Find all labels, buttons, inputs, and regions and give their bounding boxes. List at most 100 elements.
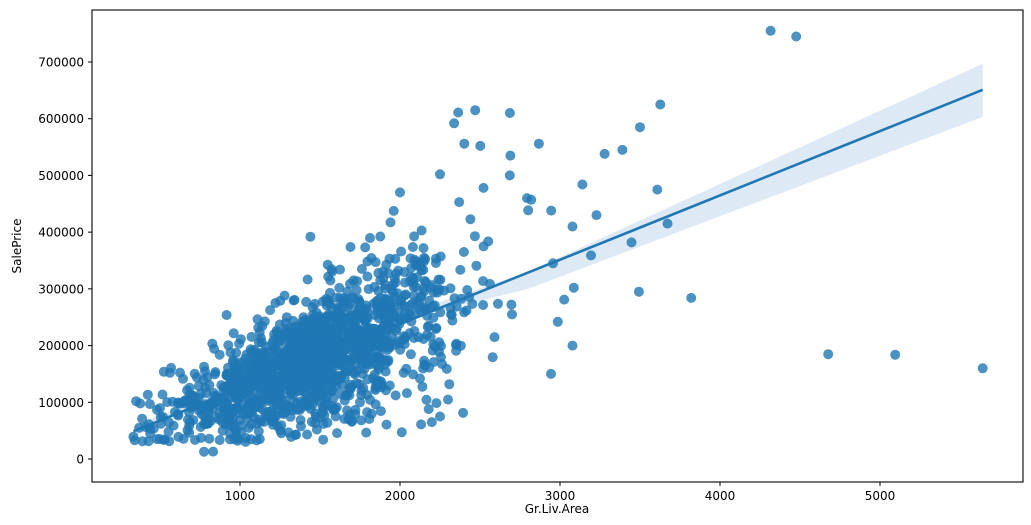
data-point bbox=[385, 217, 396, 228]
data-point bbox=[320, 315, 331, 326]
data-point bbox=[504, 170, 515, 181]
y-tick-label: 200000 bbox=[38, 339, 84, 353]
data-point bbox=[262, 356, 273, 366]
data-point bbox=[390, 390, 401, 401]
data-point bbox=[128, 431, 139, 442]
data-point bbox=[475, 140, 486, 151]
data-point bbox=[458, 247, 469, 257]
data-point bbox=[408, 273, 419, 284]
data-point bbox=[201, 388, 212, 398]
data-point bbox=[310, 418, 321, 429]
data-point bbox=[546, 205, 557, 216]
data-point bbox=[599, 148, 610, 159]
data-point bbox=[443, 394, 453, 405]
data-point bbox=[350, 311, 361, 322]
data-point bbox=[465, 214, 476, 225]
data-point bbox=[245, 399, 256, 409]
data-point bbox=[441, 363, 452, 374]
data-point bbox=[253, 426, 264, 437]
data-point bbox=[418, 256, 429, 267]
data-point bbox=[334, 282, 345, 293]
data-point bbox=[223, 371, 234, 382]
data-point bbox=[416, 291, 427, 301]
data-point bbox=[323, 329, 334, 340]
data-point bbox=[332, 428, 343, 439]
data-point bbox=[633, 286, 644, 297]
data-point bbox=[383, 335, 394, 346]
data-point bbox=[231, 347, 242, 358]
data-point bbox=[363, 284, 374, 295]
data-point bbox=[375, 231, 386, 242]
data-point bbox=[335, 373, 346, 384]
data-point bbox=[228, 328, 239, 339]
data-point bbox=[365, 233, 375, 243]
data-point bbox=[135, 398, 146, 409]
data-point bbox=[366, 253, 377, 263]
x-tick-label: 5000 bbox=[865, 489, 896, 503]
data-point bbox=[591, 210, 602, 221]
y-tick-label: 500000 bbox=[38, 169, 84, 183]
data-point bbox=[297, 316, 308, 327]
data-point bbox=[356, 264, 367, 274]
regression-line bbox=[132, 88, 984, 433]
data-point bbox=[428, 339, 439, 350]
data-point bbox=[254, 354, 265, 365]
data-point bbox=[154, 434, 165, 444]
data-point bbox=[289, 294, 300, 305]
data-point bbox=[310, 362, 321, 372]
data-point bbox=[345, 242, 356, 252]
data-point bbox=[351, 285, 362, 296]
data-point bbox=[295, 348, 306, 359]
data-point bbox=[283, 427, 294, 438]
data-point bbox=[246, 331, 257, 342]
data-point bbox=[339, 293, 350, 304]
data-point bbox=[390, 268, 401, 279]
data-point bbox=[655, 99, 666, 110]
data-point bbox=[791, 31, 802, 42]
data-point bbox=[487, 352, 498, 363]
data-point bbox=[218, 382, 229, 393]
data-point bbox=[568, 282, 579, 293]
data-point bbox=[458, 407, 469, 418]
data-point bbox=[205, 416, 216, 426]
data-point bbox=[421, 394, 432, 405]
data-point bbox=[890, 349, 901, 360]
data-point bbox=[505, 150, 516, 161]
data-point bbox=[396, 427, 407, 438]
data-point bbox=[379, 312, 389, 323]
data-point bbox=[385, 296, 396, 307]
data-point bbox=[407, 242, 418, 252]
data-point bbox=[362, 271, 373, 282]
data-point bbox=[459, 138, 470, 149]
y-axis-label: SalePrice bbox=[10, 219, 24, 274]
data-point bbox=[198, 374, 209, 385]
x-axis-label: Gr.Liv.Area bbox=[525, 502, 590, 516]
data-point bbox=[232, 369, 243, 380]
data-point bbox=[208, 446, 219, 457]
data-point bbox=[328, 393, 339, 404]
data-point bbox=[387, 279, 398, 290]
data-point bbox=[435, 251, 446, 262]
data-point bbox=[445, 283, 456, 294]
axes-frame bbox=[91, 9, 1024, 483]
data-point bbox=[686, 292, 697, 303]
data-point bbox=[178, 433, 189, 444]
data-point bbox=[444, 379, 455, 390]
data-point bbox=[275, 383, 286, 394]
data-point bbox=[144, 399, 155, 410]
data-point bbox=[228, 420, 239, 431]
data-point bbox=[157, 389, 168, 400]
data-point bbox=[356, 390, 367, 401]
data-point bbox=[162, 397, 173, 408]
data-point bbox=[307, 302, 318, 313]
data-point bbox=[635, 122, 645, 133]
data-point bbox=[180, 395, 191, 405]
y-tick-label: 400000 bbox=[38, 226, 84, 240]
data-point bbox=[453, 107, 464, 118]
data-point bbox=[288, 384, 299, 394]
data-point bbox=[189, 368, 200, 379]
data-point bbox=[324, 353, 335, 364]
data-point bbox=[327, 266, 338, 277]
data-point bbox=[275, 425, 286, 436]
